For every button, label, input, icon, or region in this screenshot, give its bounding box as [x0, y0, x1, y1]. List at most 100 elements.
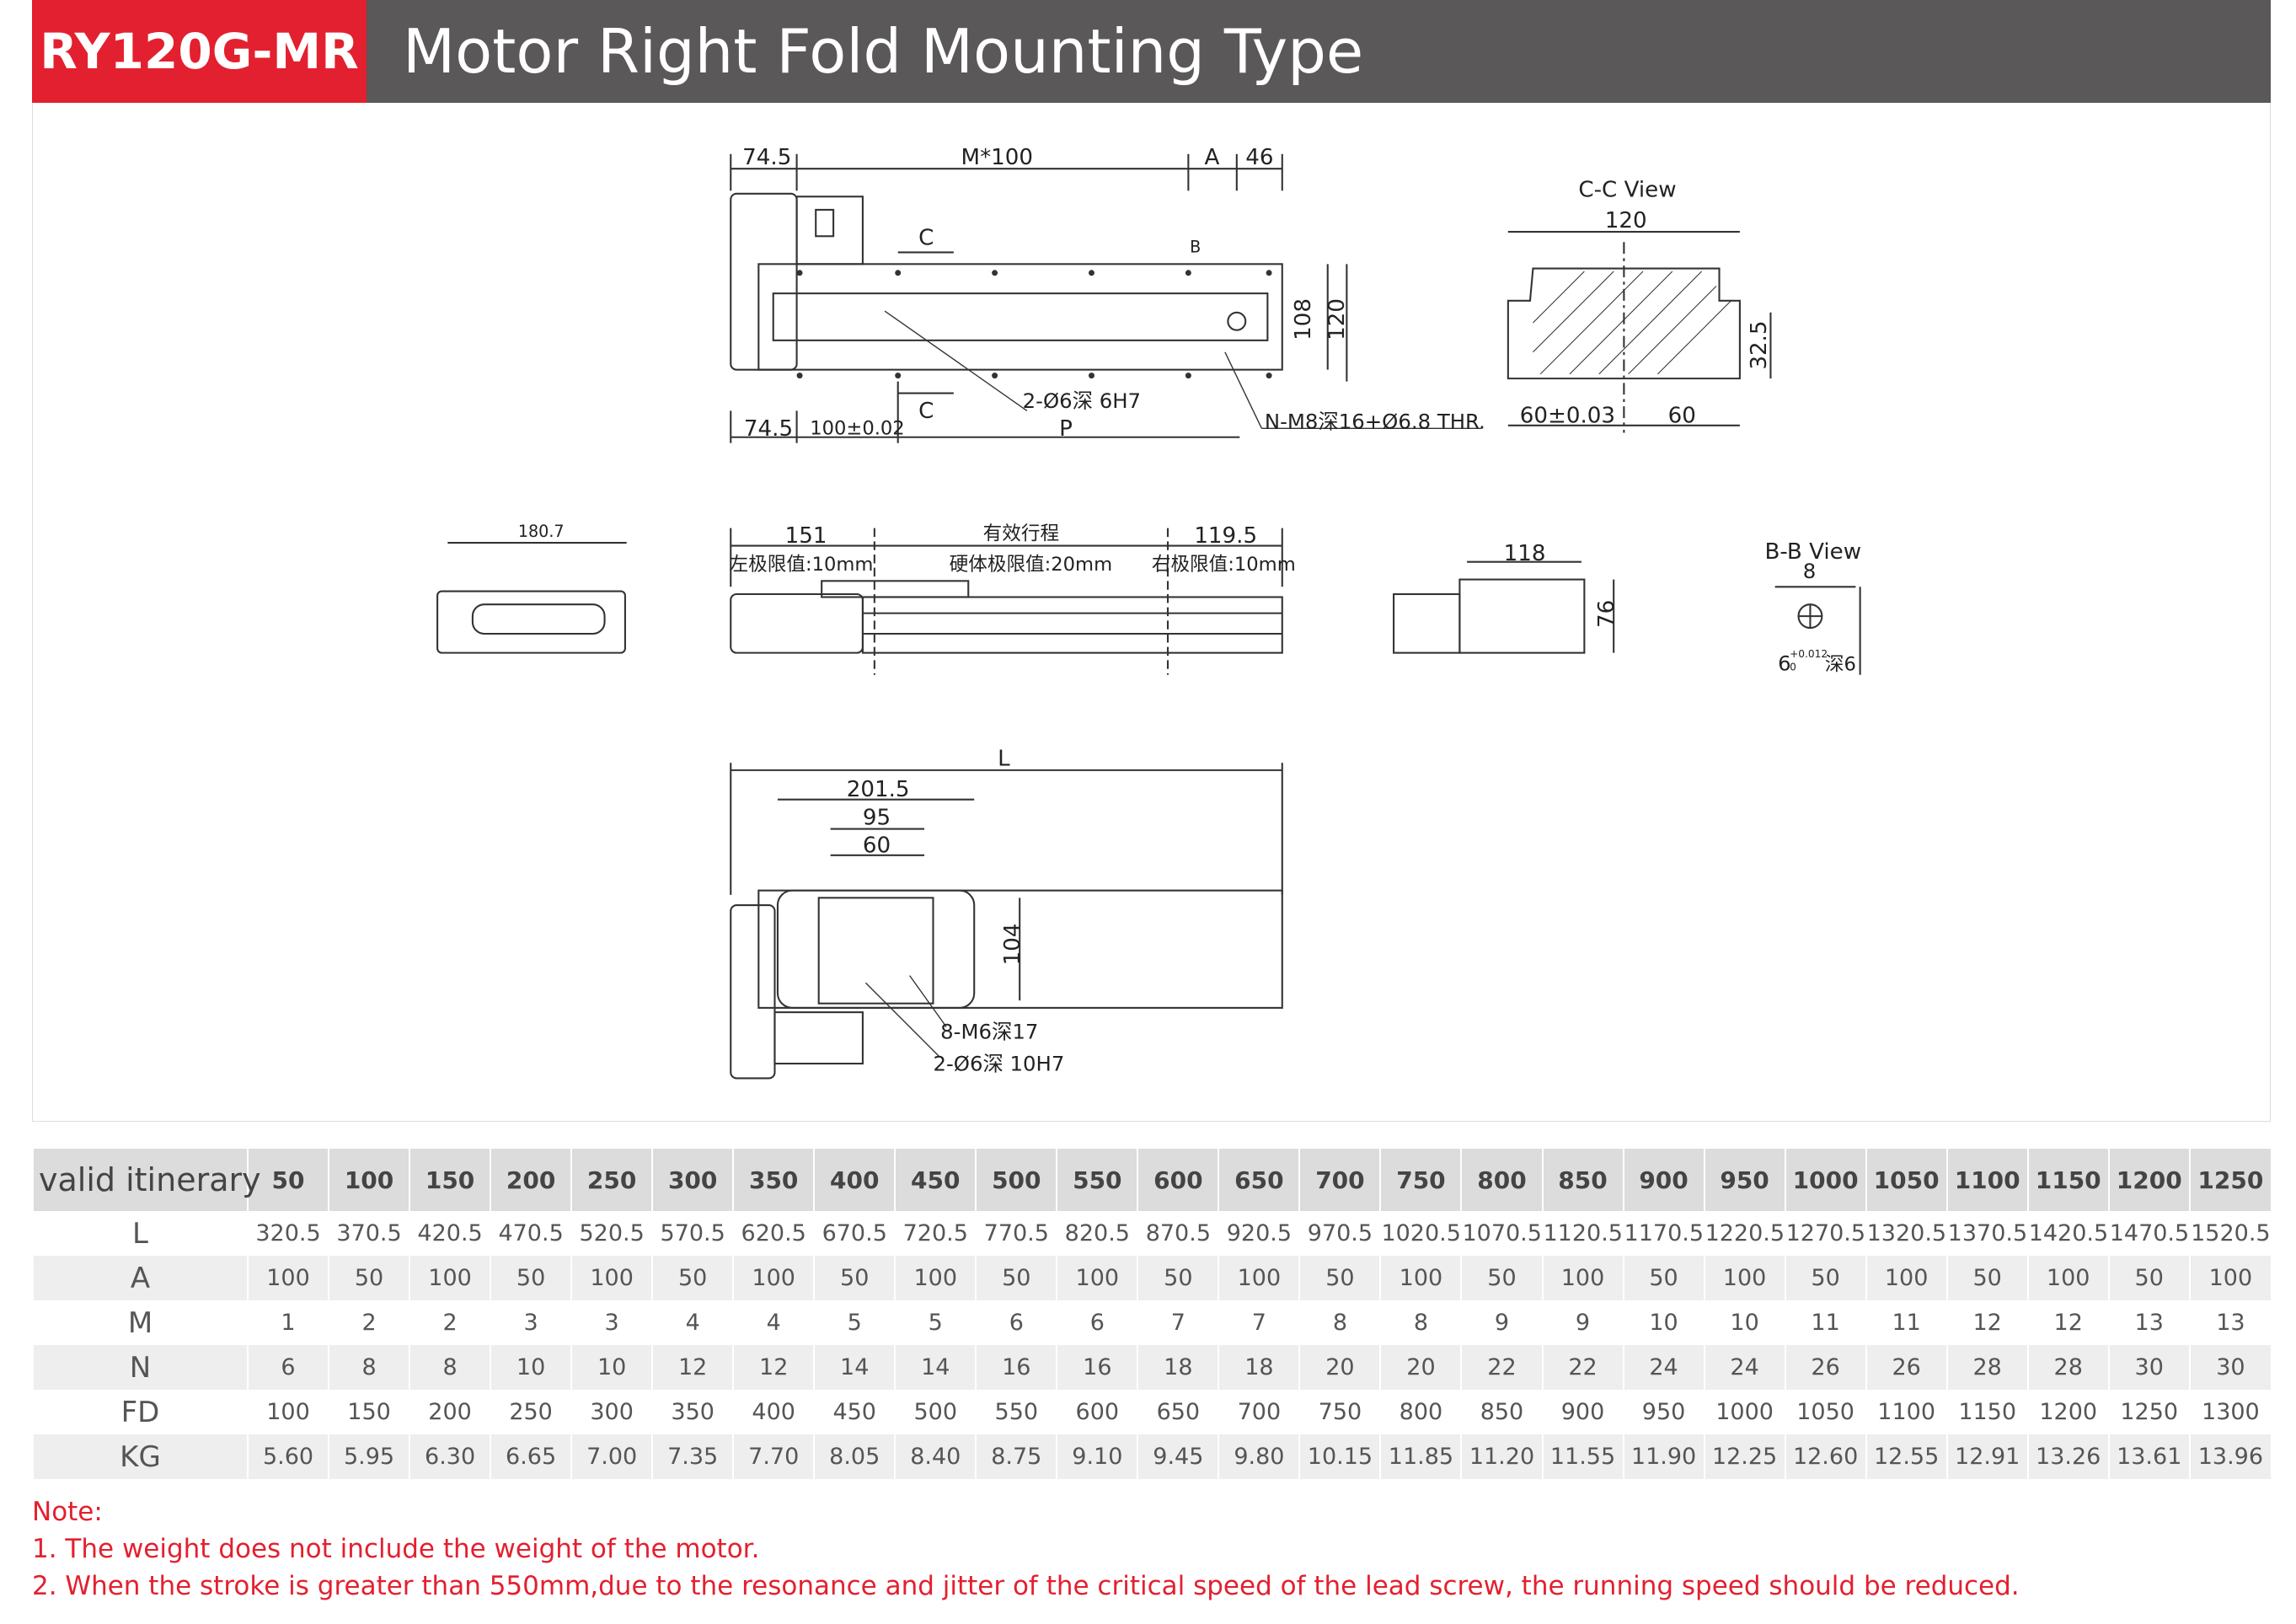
table-cell: 6.65 [490, 1434, 572, 1479]
table-cell: 28 [2026, 1345, 2109, 1390]
stroke-header: 900 [1622, 1149, 1705, 1211]
table-cell: 250 [490, 1390, 572, 1434]
table-cell: 100 [2188, 1256, 2271, 1300]
table-cell: 650 [1137, 1390, 1219, 1434]
table-cell: 50 [975, 1256, 1057, 1300]
bottom-view [730, 763, 1283, 1080]
cc-view [1507, 230, 1772, 433]
table-cell: 1300 [2188, 1390, 2271, 1434]
table-cell: 100 [1541, 1256, 1624, 1300]
bb-depth: 深6 [1825, 654, 1856, 676]
bb-width: 8 [1803, 559, 1817, 583]
stroke-header: 300 [651, 1149, 734, 1211]
table-cell: 950 [1622, 1390, 1705, 1434]
drawing-frame [32, 103, 2271, 1122]
table-cell: 6 [975, 1300, 1057, 1345]
table-row: A 100 50 100 50 100 50 100 50 100 50 100 50 100 50 100 5… [32, 1256, 2271, 1300]
table-cell: 11.20 [1460, 1434, 1543, 1479]
note-2: 2. When the stroke is greater than 550mm… [32, 1571, 2020, 1601]
stroke-header: 150 [409, 1149, 491, 1211]
table-cell: 11 [1784, 1300, 1866, 1345]
stroke-header: 550 [1056, 1149, 1138, 1211]
table-cell: 820.5 [1056, 1211, 1138, 1256]
table-cell: 11.55 [1541, 1434, 1624, 1479]
table-cell: 8 [409, 1345, 491, 1390]
stroke-header: 650 [1218, 1149, 1300, 1211]
table-cell: 300 [570, 1390, 653, 1434]
table-cell: 13.26 [2026, 1434, 2109, 1479]
stroke-header: 1000 [1784, 1149, 1866, 1211]
bb-tol-upper: +0.012 [1790, 648, 1828, 660]
stroke-header: 250 [570, 1149, 653, 1211]
table-cell: 1250 [2107, 1390, 2190, 1434]
stroke-header: 1050 [1865, 1149, 1947, 1211]
table-cell: 50 [1622, 1256, 1705, 1300]
table-cell: 50 [651, 1256, 734, 1300]
height-inner: 108 [1291, 298, 1316, 340]
table-cell: 50 [1137, 1256, 1219, 1300]
tapped-holes: 8-M6深17 [940, 1019, 1038, 1043]
stroke-label: 有效行程 [983, 523, 1059, 545]
bottom-dim-3: 60 [863, 833, 891, 858]
table-cell: 2 [328, 1300, 410, 1345]
stroke-header: 400 [813, 1149, 896, 1211]
section-c-top: C [918, 226, 934, 251]
table-cell: 800 [1379, 1390, 1462, 1434]
table-cell: 22 [1541, 1345, 1624, 1390]
table-cell: 400 [732, 1390, 815, 1434]
table-cell: 13.96 [2188, 1434, 2271, 1479]
table-cell: 10 [490, 1345, 572, 1390]
table-cell: 370.5 [328, 1211, 410, 1256]
table-cell: 50 [1460, 1256, 1543, 1300]
end-height: 76 [1594, 600, 1619, 628]
table-cell: 520.5 [570, 1211, 653, 1256]
table-cell: 5.60 [246, 1434, 329, 1479]
stroke-header: 800 [1460, 1149, 1543, 1211]
table-cell: 30 [2188, 1345, 2271, 1390]
table-cell: 9.10 [1056, 1434, 1138, 1479]
note-1: 1. The weight does not include the weigh… [32, 1534, 760, 1564]
table-cell: 500 [894, 1390, 977, 1434]
table-cell: 8.05 [813, 1434, 896, 1479]
stroke-header: 750 [1379, 1149, 1462, 1211]
table-cell: 26 [1784, 1345, 1866, 1390]
table-cell: 1220.5 [1703, 1211, 1785, 1256]
table-cell: 5 [894, 1300, 977, 1345]
table-cell: 13.61 [2107, 1434, 2190, 1479]
table-cell: 50 [2107, 1256, 2190, 1300]
row-label: N [32, 1345, 248, 1390]
table-cell: 100 [1703, 1256, 1785, 1300]
table-cell: 20 [1379, 1345, 1462, 1390]
dim-top-left: 74.5 [742, 145, 791, 170]
table-cell: 320.5 [246, 1211, 329, 1256]
table-cell: 5 [813, 1300, 896, 1345]
table-cell: 3 [490, 1300, 572, 1345]
page-title: Motor Right Fold Mounting Type [403, 16, 1364, 87]
table-cell: 900 [1541, 1390, 1624, 1434]
table-cell: 100 [1865, 1256, 1947, 1300]
table-cell: 4 [732, 1300, 815, 1345]
table-cell: 3 [570, 1300, 653, 1345]
table-cell: 30 [2107, 1345, 2190, 1390]
bottom-height: 104 [1000, 924, 1025, 966]
table-cell: 8 [1298, 1300, 1381, 1345]
table-cell: 350 [651, 1390, 734, 1434]
table-cell: 570.5 [651, 1211, 734, 1256]
table-cell: 9.45 [1137, 1434, 1219, 1479]
stroke-header: 1100 [1945, 1149, 2028, 1211]
thread-holes: N-M8深16+Ø6.8 THR. [1265, 409, 1485, 433]
table-header-row: valid itinerary 50 100 150 200 250 300 350 400 45… [32, 1149, 2271, 1211]
table-cell: 100 [246, 1390, 329, 1434]
table-cell: 770.5 [975, 1211, 1057, 1256]
stroke-header: 950 [1703, 1149, 1785, 1211]
table-cell: 12 [651, 1345, 734, 1390]
table-row: N 6 8 8 10 10 12 12 14 14 16 16 18 18 20 20 22 22 24 24 26 26… [32, 1345, 2271, 1390]
table-row: M 1 2 2 3 3 4 4 5 5 6 6 7 7 8 8 9 9 10 10 11 11 12 12 13 13 [32, 1300, 2271, 1345]
table-cell: 200 [409, 1390, 491, 1434]
table-cell: 28 [1945, 1345, 2028, 1390]
table-cell: 20 [1298, 1345, 1381, 1390]
pin-holes-top: 2-Ø6深 6H7 [1023, 389, 1141, 413]
table-cell: 8.40 [894, 1434, 977, 1479]
cc-dim-left: 60±0.03 [1520, 403, 1615, 428]
bottom-pin-holes: 2-Ø6深 10H7 [933, 1052, 1064, 1076]
